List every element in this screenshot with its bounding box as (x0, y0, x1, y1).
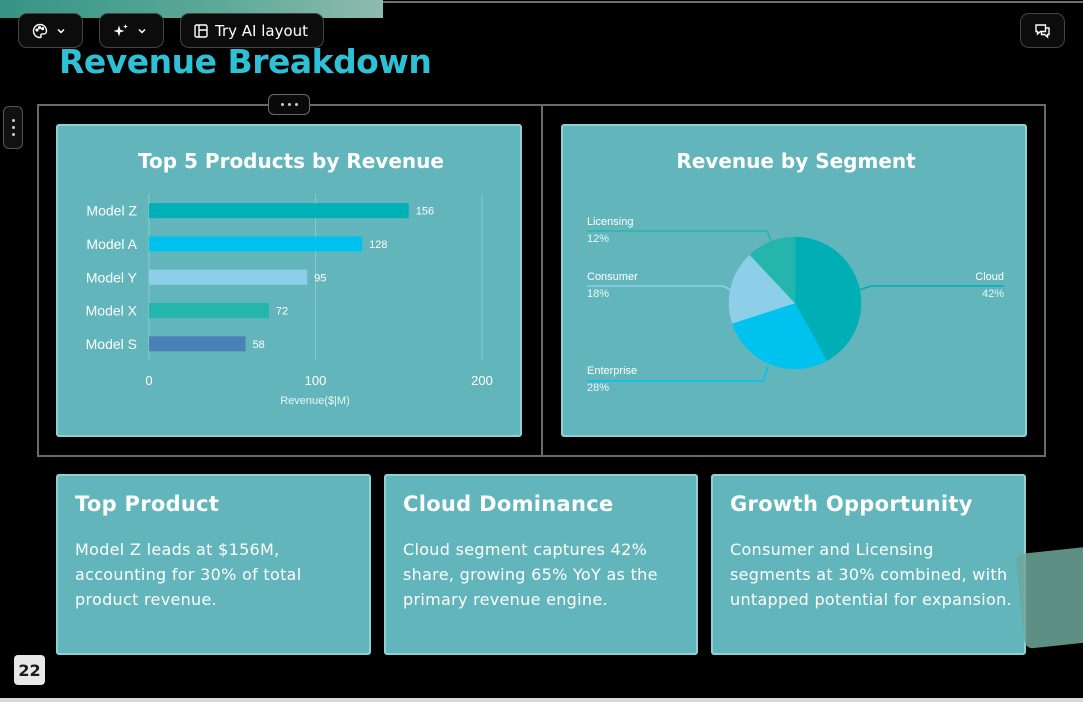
insight-body: Model Z leads at $156M, accounting for 3… (75, 540, 302, 609)
category-label: Model S (86, 336, 137, 352)
category-label: Model Y (86, 269, 138, 285)
insight-body: Cloud segment captures 42% share, growin… (403, 540, 658, 609)
comments-button[interactable] (1020, 13, 1065, 48)
row-resize-handle[interactable] (268, 94, 310, 115)
bar (149, 269, 308, 285)
try-ai-layout-button[interactable]: Try AI layout (180, 13, 324, 48)
bar (149, 336, 246, 352)
insight-body: Consumer and Licensing segments at 30% c… (730, 540, 1012, 609)
insight-heading: Cloud Dominance (403, 492, 614, 516)
layout-icon (193, 23, 209, 39)
pie-chart-card[interactable]: Revenue by Segment Cloud 42% Enterprise 28% C… (561, 124, 1027, 437)
category-label: Model A (86, 236, 137, 252)
insight-card[interactable]: Cloud Dominance Cloud segment captures 4… (384, 474, 698, 655)
bar-chart-card[interactable]: Top 5 Products by Revenue 0 100 200 Model Z 1… (56, 124, 522, 437)
insight-heading: Top Product (75, 492, 220, 516)
theme-menu-button[interactable] (18, 13, 83, 48)
pie-slice (728, 254, 796, 324)
chevron-down-icon (56, 26, 66, 36)
leader-line (855, 285, 1004, 292)
sparkle-icon (113, 23, 129, 39)
bar (149, 303, 269, 319)
pie-slice (794, 236, 862, 362)
category-label: Model Z (86, 203, 137, 219)
page-number-badge[interactable]: 22 (14, 655, 45, 685)
chart-title: Top 5 Products by Revenue (138, 149, 444, 173)
leader-line (587, 285, 734, 292)
slice-value-label: 28% (587, 382, 609, 394)
insight-heading: Growth Opportunity (730, 492, 973, 516)
bar (149, 203, 409, 219)
top-divider (383, 1, 1083, 3)
leader-line (587, 230, 773, 244)
data-label: 58 (253, 339, 265, 351)
leader-line (587, 366, 769, 382)
column-divider[interactable] (541, 104, 543, 457)
slice-label: Enterprise (587, 365, 637, 377)
slice-value-label: 42% (982, 288, 1004, 300)
data-label: 72 (276, 306, 288, 318)
pie-slice (731, 302, 828, 370)
slice-label: Consumer (587, 271, 638, 283)
block-drag-handle[interactable] (3, 106, 23, 149)
decorative-shape (1015, 546, 1083, 649)
data-label: 128 (369, 239, 387, 251)
data-label: 95 (314, 272, 326, 284)
slide-title: Revenue Breakdown (59, 42, 432, 81)
slice-value-label: 18% (587, 288, 609, 300)
chart-title: Revenue by Segment (676, 149, 916, 173)
bottom-divider (0, 698, 1083, 702)
ai-menu-button[interactable] (99, 13, 164, 48)
insight-card[interactable]: Top Product Model Z leads at $156M, acco… (56, 474, 371, 655)
slice-label: Licensing (587, 216, 633, 228)
data-label: 156 (416, 206, 434, 218)
insight-card[interactable]: Growth Opportunity Consumer and Licensin… (711, 474, 1026, 655)
pie-chart: Revenue by Segment Cloud 42% Enterprise 28% C… (587, 149, 1004, 394)
x-tick-label: 100 (305, 373, 327, 388)
bar (149, 236, 363, 252)
palette-icon (32, 23, 48, 39)
try-ai-layout-label: Try AI layout (215, 21, 309, 40)
chat-icon (1034, 22, 1051, 39)
bar-chart: Top 5 Products by Revenue 0 100 200 Model Z 1… (86, 149, 493, 407)
x-tick-label: 0 (145, 373, 152, 388)
slice-label: Cloud (975, 271, 1004, 283)
chevron-down-icon (137, 26, 147, 36)
category-label: Model X (86, 303, 138, 319)
x-tick-label: 200 (471, 373, 493, 388)
x-axis-label: Revenue($|M) (280, 395, 350, 407)
slice-value-label: 12% (587, 233, 609, 245)
